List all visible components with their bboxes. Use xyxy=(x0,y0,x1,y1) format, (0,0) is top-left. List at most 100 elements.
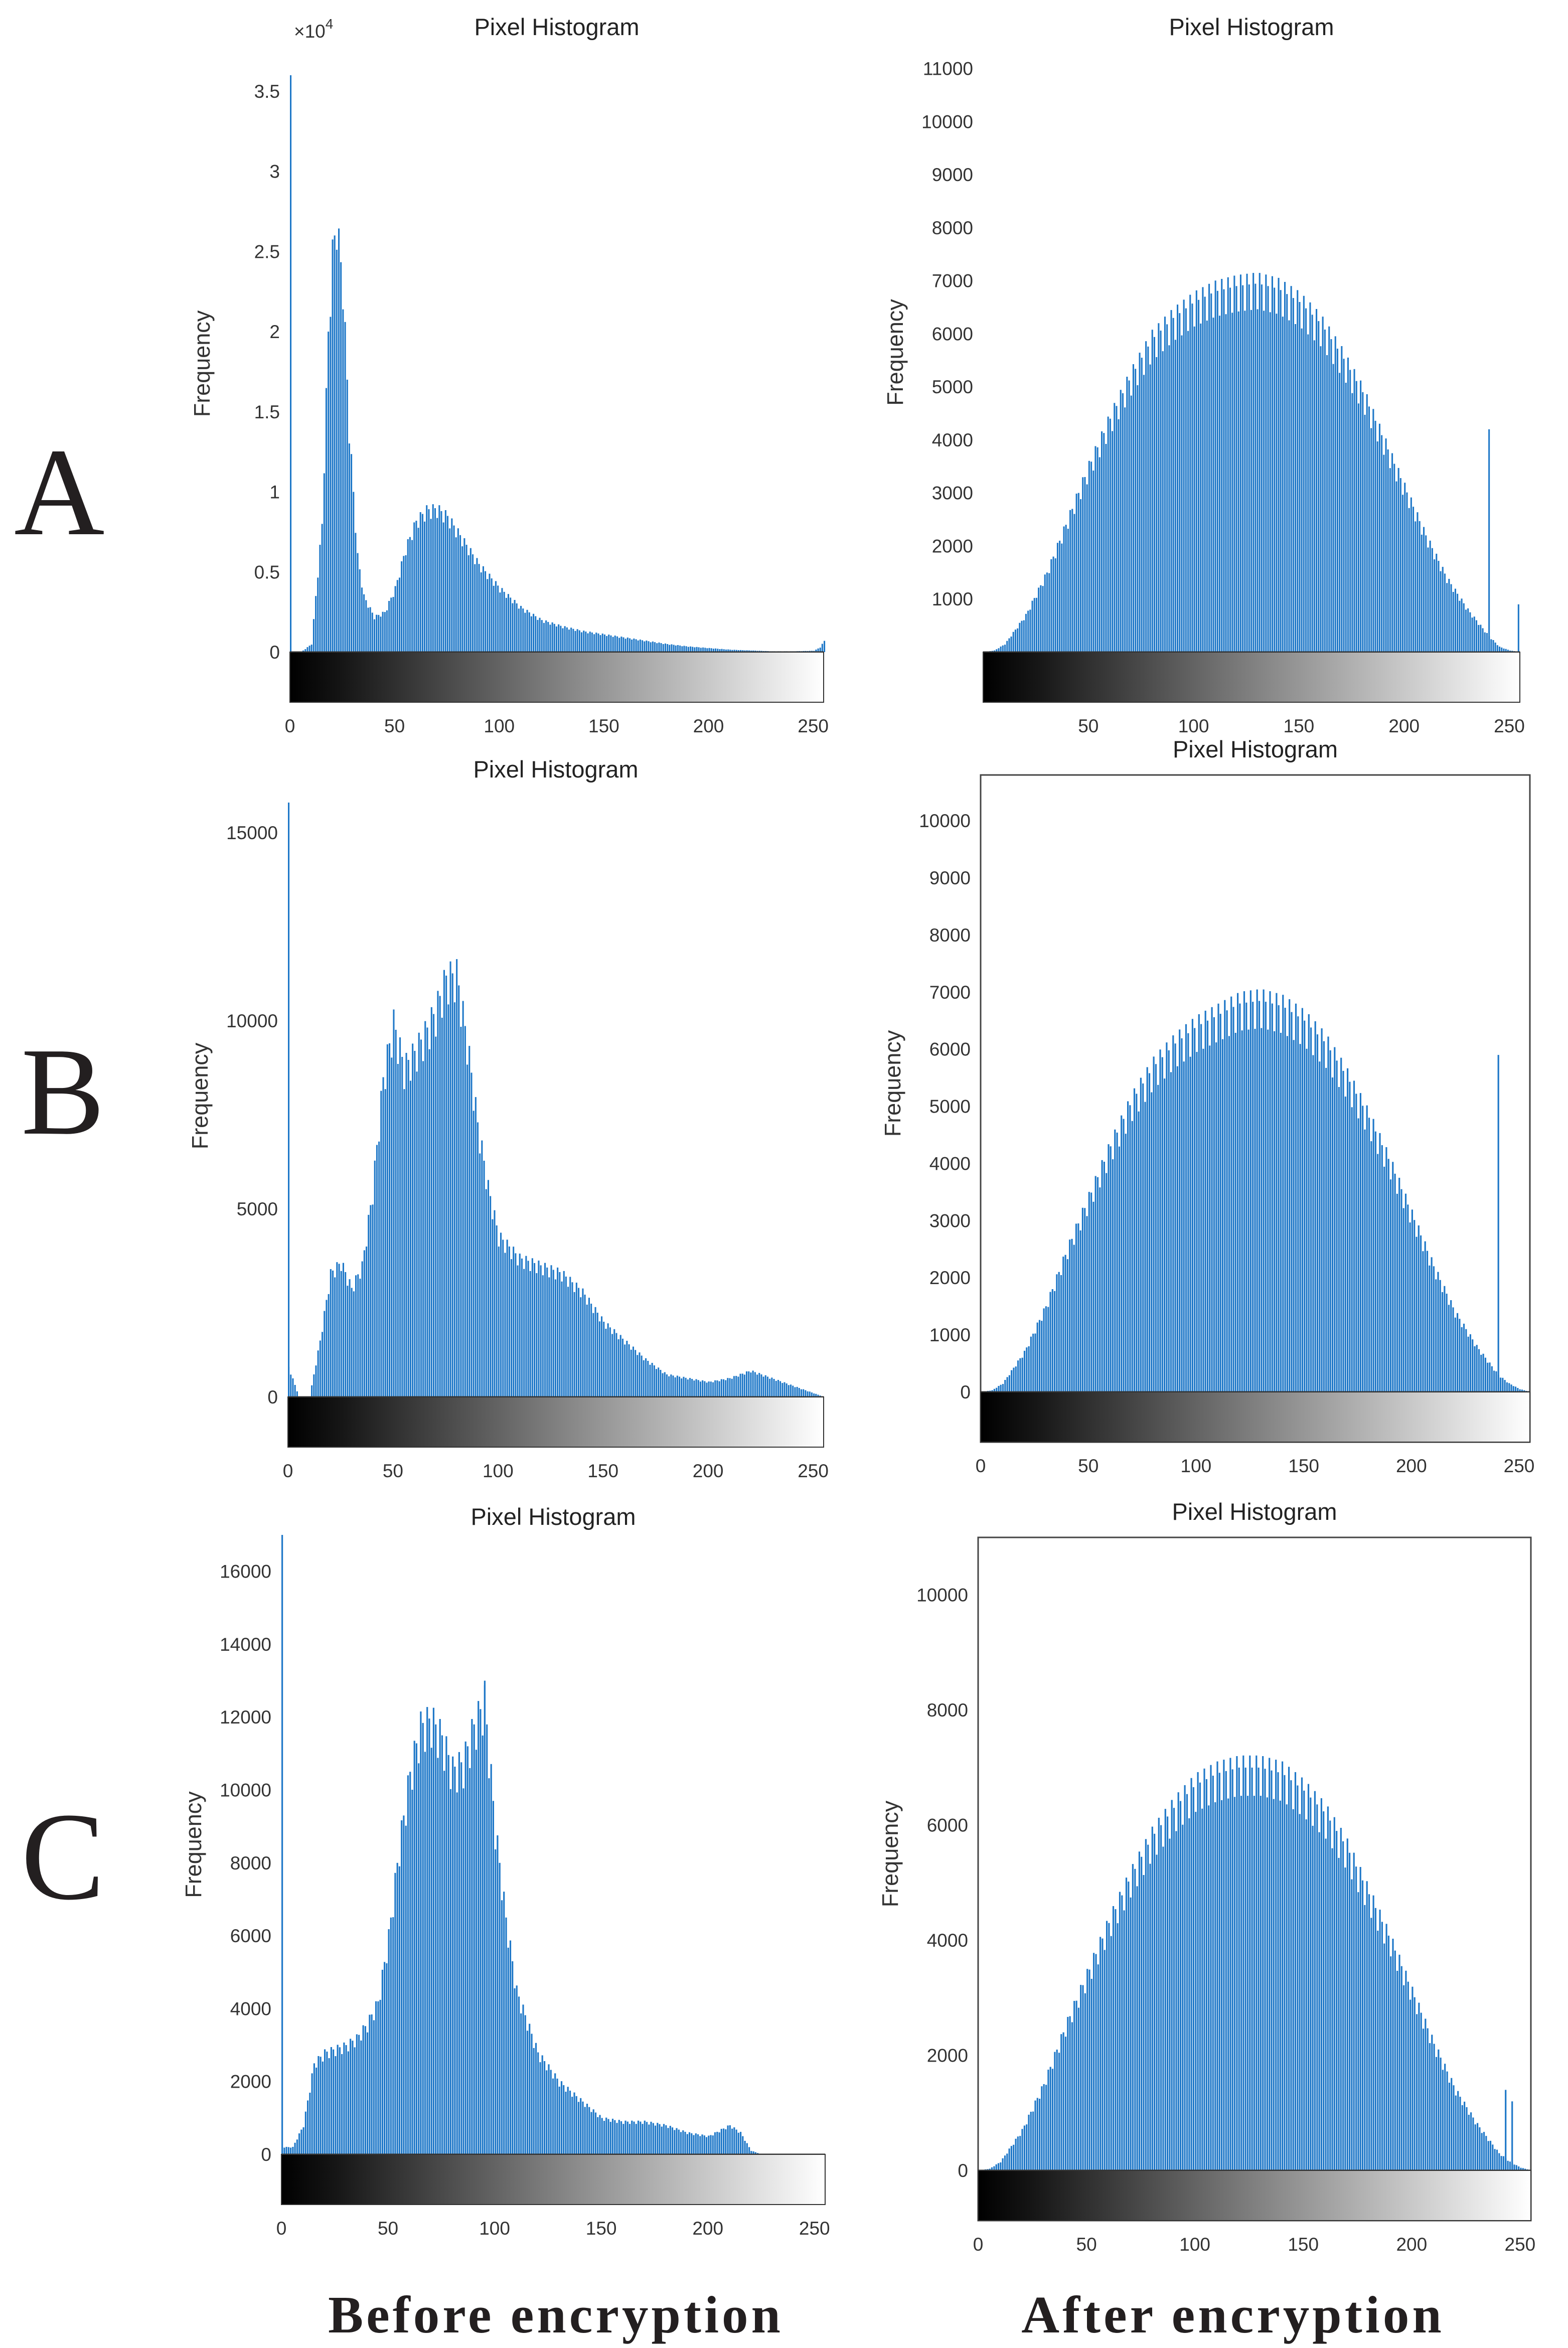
histogram-bar xyxy=(796,1386,798,1397)
histogram-bar xyxy=(430,1007,432,1397)
histogram-bar xyxy=(1106,1921,1108,2170)
histogram-bar xyxy=(1202,1048,1204,1392)
histogram-bar xyxy=(475,1097,477,1397)
histogram-bar xyxy=(1246,273,1248,652)
histogram-bar xyxy=(1212,318,1214,652)
histogram-bar xyxy=(330,1269,332,1397)
histogram-bar xyxy=(1265,1002,1267,1392)
histogram-bar xyxy=(396,580,398,653)
histogram-bar xyxy=(997,2163,1000,2170)
histogram-bar xyxy=(290,2147,292,2154)
histogram-bar xyxy=(1112,431,1114,652)
histogram-bar xyxy=(1134,1868,1136,2170)
histogram-bar xyxy=(1370,1141,1372,1392)
histogram-bar xyxy=(1349,370,1351,652)
histogram-bar xyxy=(339,2047,341,2154)
histogram-bar xyxy=(1192,1787,1194,2170)
histogram-bar xyxy=(1329,1820,1331,2170)
histogram-bar xyxy=(317,577,319,652)
histogram-bar xyxy=(1269,312,1271,652)
histogram-bar xyxy=(533,2048,535,2154)
histogram-bar xyxy=(1383,1943,1385,2170)
histogram-bar xyxy=(1274,1031,1276,1392)
histogram-bar xyxy=(1059,540,1061,652)
histogram-bar xyxy=(1160,1825,1162,2170)
histogram-bar xyxy=(354,2047,356,2154)
histogram-bar xyxy=(1077,1223,1079,1392)
histogram-bar xyxy=(783,1382,786,1397)
histogram-bar xyxy=(529,2023,531,2154)
x-tick-label: 50 xyxy=(378,2218,398,2239)
y-tick-label: 5000 xyxy=(237,1199,278,1219)
histogram-bar xyxy=(420,1711,422,2154)
histogram-bar xyxy=(1381,1922,1383,2170)
x-tick-label: 50 xyxy=(383,1461,403,1481)
histogram-bar xyxy=(409,1080,411,1397)
histogram-bar xyxy=(537,619,539,652)
histogram-bar xyxy=(1353,1852,1355,2170)
histogram-bar xyxy=(538,1261,540,1397)
y-axis-label: Frequency xyxy=(189,310,215,417)
histogram-bar xyxy=(1351,393,1353,652)
histogram-bar xyxy=(674,2130,676,2154)
histogram-bar xyxy=(503,591,505,652)
histogram-bar xyxy=(1125,1134,1127,1392)
histogram-bar xyxy=(1314,1791,1316,2170)
histogram-bar xyxy=(1234,1033,1236,1392)
histogram-bar xyxy=(603,1322,605,1397)
histogram-bar xyxy=(548,2064,550,2154)
histogram-bar xyxy=(1424,1241,1426,1392)
histogram-bar xyxy=(347,2051,349,2154)
histogram-bar xyxy=(1357,403,1359,652)
histogram-bar xyxy=(586,1304,588,1397)
histogram-bar xyxy=(603,634,605,652)
histogram-bar xyxy=(1291,1012,1293,1392)
histogram-bar xyxy=(345,2045,347,2154)
y-tick-label: 9000 xyxy=(929,868,971,888)
histogram-bar xyxy=(766,1376,768,1397)
histogram-bar xyxy=(1506,1382,1508,1392)
histogram-bar xyxy=(1123,1910,1125,2170)
histogram-bar xyxy=(1422,1251,1424,1392)
histogram-bar xyxy=(1099,457,1101,652)
histogram-bar xyxy=(1399,478,1401,652)
histogram-bar xyxy=(662,1373,664,1397)
histogram-bar xyxy=(298,2133,300,2154)
histogram-bar xyxy=(1187,331,1189,652)
histogram-bar xyxy=(1425,2018,1427,2170)
histogram-bar xyxy=(558,2086,560,2154)
histogram-bar xyxy=(708,2135,710,2154)
histogram-bar xyxy=(1190,1778,1192,2170)
histogram-bar xyxy=(1049,2067,1051,2170)
histogram-bar xyxy=(660,643,662,652)
histogram-bar xyxy=(1293,1040,1295,1392)
histogram-bar xyxy=(1121,1115,1123,1392)
histogram-bar xyxy=(388,1929,390,2154)
histogram-bar xyxy=(739,1373,741,1397)
histogram-bar xyxy=(422,1061,424,1397)
y-tick-label: 12000 xyxy=(220,1707,271,1728)
y-tick-label: 2000 xyxy=(927,2046,968,2066)
histogram-bar xyxy=(712,2135,714,2154)
histogram-bar xyxy=(1143,375,1145,652)
histogram-bar xyxy=(1290,286,1292,652)
histogram-bar xyxy=(1383,454,1385,652)
histogram-bar xyxy=(1368,1118,1370,1392)
histogram-bar xyxy=(1158,323,1160,652)
histogram-bar xyxy=(629,2124,631,2154)
histogram-bar xyxy=(694,647,696,652)
histogram-bar xyxy=(612,637,614,652)
histogram-bar xyxy=(296,1391,298,1397)
x-tick-label: 0 xyxy=(276,2218,287,2239)
histogram-bar xyxy=(1197,1772,1199,2170)
histogram-bar xyxy=(513,1246,515,1397)
histogram-bar xyxy=(441,1735,443,2154)
histogram-bar xyxy=(617,1339,619,1397)
histogram-bar xyxy=(601,634,603,652)
histogram-bar xyxy=(1000,2162,1002,2170)
histogram-bar xyxy=(1161,1057,1163,1392)
histogram-bar xyxy=(1444,1286,1446,1392)
histogram-bar xyxy=(1171,1800,1173,2170)
histogram-bar xyxy=(1318,1832,1320,2170)
histogram-bar xyxy=(326,1300,328,1397)
